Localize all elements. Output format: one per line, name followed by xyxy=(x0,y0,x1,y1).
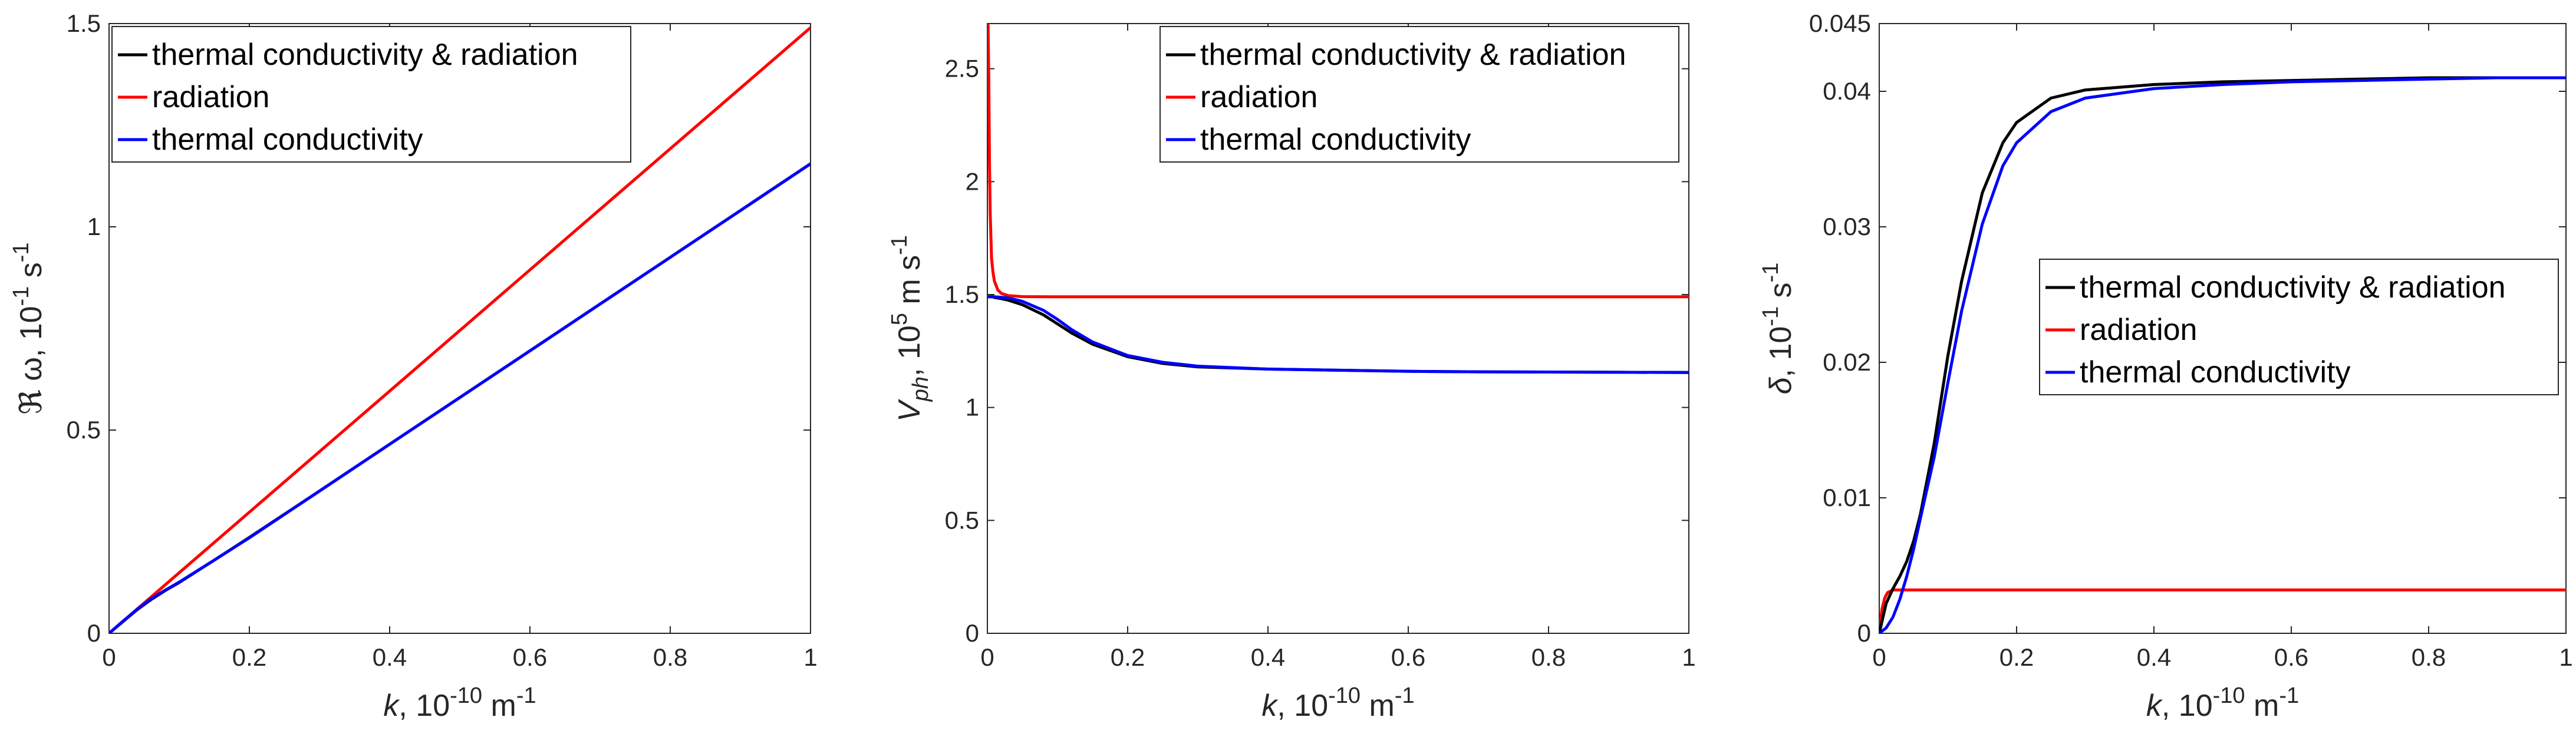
x-tick-label: 0.4 xyxy=(1251,643,1285,671)
x-axis-label-superscript: -10 xyxy=(450,683,482,708)
x-tick-label: 0 xyxy=(102,643,116,671)
x-tick-label: 0.2 xyxy=(1111,643,1145,671)
y-axis-label-text: , 10 xyxy=(892,325,927,376)
x-axis-label: k, 10-10 m-1 xyxy=(383,683,536,723)
x-axis-label-symbol: k xyxy=(2146,689,2163,723)
legend-label-thermal: thermal conductivity xyxy=(2080,355,2351,389)
y-axis-label: ℜ ω, 10-1 s-1 xyxy=(9,242,48,414)
x-tick-label: 0.4 xyxy=(373,643,407,671)
legend: thermal conductivity & radiation radiatio… xyxy=(111,26,631,163)
legend-label-combined: thermal conductivity & radiation xyxy=(2080,270,2506,305)
x-tick-label: 0 xyxy=(980,643,994,671)
legend-label-thermal: thermal conductivity xyxy=(1200,123,1471,157)
x-tick-label: 0.8 xyxy=(2412,643,2446,671)
chart-panel-1: 0 0.2 0.4 0.6 0.8 100.511.5k, 10-10 m-1ℜ ω, 1… xyxy=(9,9,818,723)
y-axis-label-symbol: V xyxy=(892,399,927,422)
x-tick-label: 0 xyxy=(1872,643,1886,671)
x-tick-label: 1 xyxy=(803,643,817,671)
x-tick-label: 1 xyxy=(2559,643,2572,671)
legend-label-radiation: radiation xyxy=(152,80,269,114)
y-tick-label: 1 xyxy=(87,213,101,240)
y-axis-label-unit-superscript: -1 xyxy=(1758,263,1783,283)
y-axis-label-subscript: ph xyxy=(908,376,933,402)
y-axis-label-superscript: -1 xyxy=(9,286,34,306)
y-tick-label: 2.5 xyxy=(945,55,979,82)
y-axis-label-text: , 10 xyxy=(14,306,48,357)
x-tick-label: 0.6 xyxy=(513,643,547,671)
y-tick-label: 0.5 xyxy=(67,416,101,444)
x-tick-label: 0.8 xyxy=(1531,643,1566,671)
x-axis-label: k, 10-10 m-1 xyxy=(1261,683,1414,723)
x-axis-label-unit-superscript: -1 xyxy=(516,683,536,708)
y-tick-label: 1.5 xyxy=(67,9,101,37)
y-axis-label-superscript: 5 xyxy=(887,313,912,325)
series-line-thermal xyxy=(1879,76,2566,633)
legend-label-radiation: radiation xyxy=(2080,313,2197,347)
legend-box xyxy=(1159,26,1679,163)
y-tick-label: 0 xyxy=(1857,619,1871,647)
y-axis-label-symbol: δ xyxy=(1764,376,1798,394)
x-axis-label-superscript: -10 xyxy=(1328,683,1361,708)
x-axis-label-symbol: k xyxy=(383,689,400,723)
legend-label-combined: thermal conductivity & radiation xyxy=(1200,38,1626,72)
y-axis-label-unit-superscript: -1 xyxy=(9,242,34,262)
y-axis-label-unit-superscript: -1 xyxy=(887,235,912,255)
y-tick-label: 1 xyxy=(966,394,979,421)
series-line-radiation xyxy=(987,24,1689,299)
chart-panel-2: 0 0.2 0.4 0.6 0.8 100.511.522.5k, 10-10 m-1Vp… xyxy=(887,23,1696,723)
legend-box xyxy=(111,26,631,163)
y-tick-label: 2 xyxy=(966,167,979,195)
y-axis-label-unit: s xyxy=(1764,282,1798,306)
x-tick-label: 0.4 xyxy=(2137,643,2171,671)
y-axis-label-symbol: ℜ ω xyxy=(14,357,48,414)
x-axis-label-text: , 10 xyxy=(2162,689,2213,723)
y-tick-label: 0.02 xyxy=(1823,348,1871,376)
x-axis-label-unit-superscript: -1 xyxy=(1395,683,1415,708)
x-axis-label-unit: m xyxy=(2245,689,2279,723)
legend-label-radiation: radiation xyxy=(1200,80,1317,114)
x-axis-label-unit-superscript: -1 xyxy=(2279,683,2299,708)
y-tick-label: 0.5 xyxy=(945,506,979,534)
x-axis-label-superscript: -10 xyxy=(2213,683,2245,708)
x-tick-label: 0.8 xyxy=(653,643,687,671)
y-axis-label-unit: s xyxy=(14,262,48,286)
x-tick-label: 0.2 xyxy=(1999,643,2034,671)
series-line-radiation xyxy=(109,27,811,633)
y-tick-label: 0.01 xyxy=(1823,484,1871,511)
x-axis-label-unit: m xyxy=(1361,689,1395,723)
y-tick-label: 0.04 xyxy=(1823,77,1871,105)
y-tick-label: 0.045 xyxy=(1809,9,1871,37)
y-tick-label: 0.03 xyxy=(1823,213,1871,240)
y-axis-label: Vph, 105 m s-1 xyxy=(887,235,933,422)
x-axis-label-unit: m xyxy=(482,689,516,723)
y-axis-label-unit: m s xyxy=(892,255,927,313)
x-tick-label: 0.6 xyxy=(2274,643,2308,671)
x-axis-label-text: , 10 xyxy=(1277,689,1328,723)
legend: thermal conductivity & radiation radiatio… xyxy=(2039,259,2559,395)
legend-label-combined: thermal conductivity & radiation xyxy=(152,38,578,72)
y-axis-label-superscript: -1 xyxy=(1758,306,1783,326)
legend: thermal conductivity & radiation radiatio… xyxy=(1159,26,1679,163)
y-tick-label: 0 xyxy=(966,619,979,647)
x-tick-label: 0.2 xyxy=(232,643,266,671)
x-axis-label-text: , 10 xyxy=(398,689,450,723)
series-line-thermal xyxy=(987,295,1689,374)
x-tick-label: 1 xyxy=(1682,643,1695,671)
legend-label-thermal: thermal conductivity xyxy=(152,123,423,157)
x-axis-label-symbol: k xyxy=(1261,689,1279,723)
y-tick-label: 0 xyxy=(87,619,101,647)
y-axis-label-text: , 10 xyxy=(1764,326,1798,378)
series-line-thermal xyxy=(109,162,811,633)
series-line-radiation xyxy=(1879,588,2566,633)
x-tick-label: 0.6 xyxy=(1391,643,1425,671)
y-axis-label: δ, 10-1 s-1 xyxy=(1758,263,1798,395)
y-tick-label: 1.5 xyxy=(945,280,979,308)
legend-box xyxy=(2039,259,2559,395)
x-axis-label: k, 10-10 m-1 xyxy=(2146,683,2299,723)
